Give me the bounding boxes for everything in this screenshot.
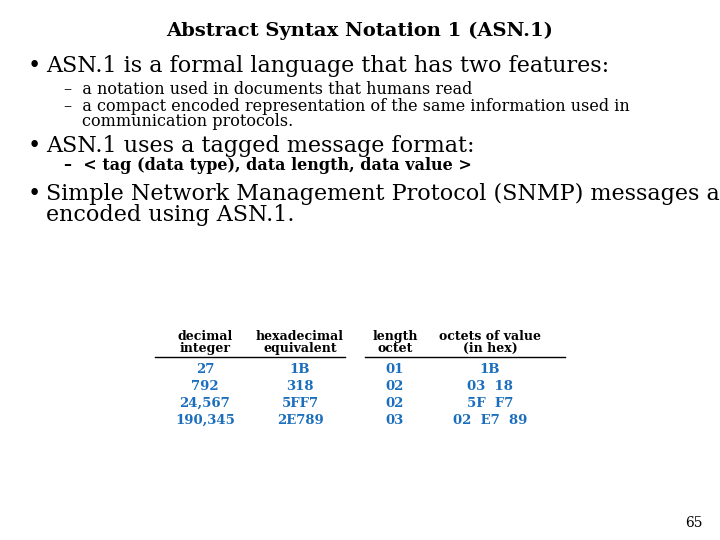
Text: 792: 792 bbox=[192, 380, 219, 393]
Text: –  a notation used in documents that humans read: – a notation used in documents that huma… bbox=[64, 81, 472, 98]
Text: 318: 318 bbox=[287, 380, 314, 393]
Text: encoded using ASN.1.: encoded using ASN.1. bbox=[46, 204, 294, 226]
Text: 5FF7: 5FF7 bbox=[282, 397, 318, 410]
Text: 190,345: 190,345 bbox=[175, 414, 235, 427]
Text: 02: 02 bbox=[386, 380, 404, 393]
Text: 1B: 1B bbox=[480, 363, 500, 376]
Text: ASN.1 is a formal language that has two features:: ASN.1 is a formal language that has two … bbox=[46, 55, 609, 77]
Text: 65: 65 bbox=[685, 516, 703, 530]
Text: 01: 01 bbox=[386, 363, 404, 376]
Text: integer: integer bbox=[179, 342, 230, 355]
Text: Abstract Syntax Notation 1 (ASN.1): Abstract Syntax Notation 1 (ASN.1) bbox=[166, 22, 554, 40]
Text: 5F  F7: 5F F7 bbox=[467, 397, 513, 410]
Text: (in hex): (in hex) bbox=[463, 342, 518, 355]
Text: 1B: 1B bbox=[289, 363, 310, 376]
Text: ASN.1 uses a tagged message format:: ASN.1 uses a tagged message format: bbox=[46, 135, 474, 157]
Text: hexadecimal: hexadecimal bbox=[256, 330, 344, 343]
Text: 24,567: 24,567 bbox=[179, 397, 230, 410]
Text: length: length bbox=[372, 330, 418, 343]
Text: communication protocols.: communication protocols. bbox=[82, 113, 293, 130]
Text: 02: 02 bbox=[386, 397, 404, 410]
Text: –  a compact encoded representation of the same information used in: – a compact encoded representation of th… bbox=[64, 98, 630, 115]
Text: 2E789: 2E789 bbox=[276, 414, 323, 427]
Text: 27: 27 bbox=[196, 363, 214, 376]
Text: decimal: decimal bbox=[177, 330, 233, 343]
Text: 03  18: 03 18 bbox=[467, 380, 513, 393]
Text: 03: 03 bbox=[386, 414, 404, 427]
Text: 02  E7  89: 02 E7 89 bbox=[453, 414, 527, 427]
Text: •: • bbox=[28, 183, 41, 205]
Text: octets of value: octets of value bbox=[439, 330, 541, 343]
Text: equivalent: equivalent bbox=[264, 342, 337, 355]
Text: •: • bbox=[28, 135, 41, 157]
Text: Simple Network Management Protocol (SNMP) messages are: Simple Network Management Protocol (SNMP… bbox=[46, 183, 720, 205]
Text: •: • bbox=[28, 55, 41, 77]
Text: octet: octet bbox=[377, 342, 413, 355]
Text: –  < tag (data type), data length, data value >: – < tag (data type), data length, data v… bbox=[64, 157, 472, 174]
